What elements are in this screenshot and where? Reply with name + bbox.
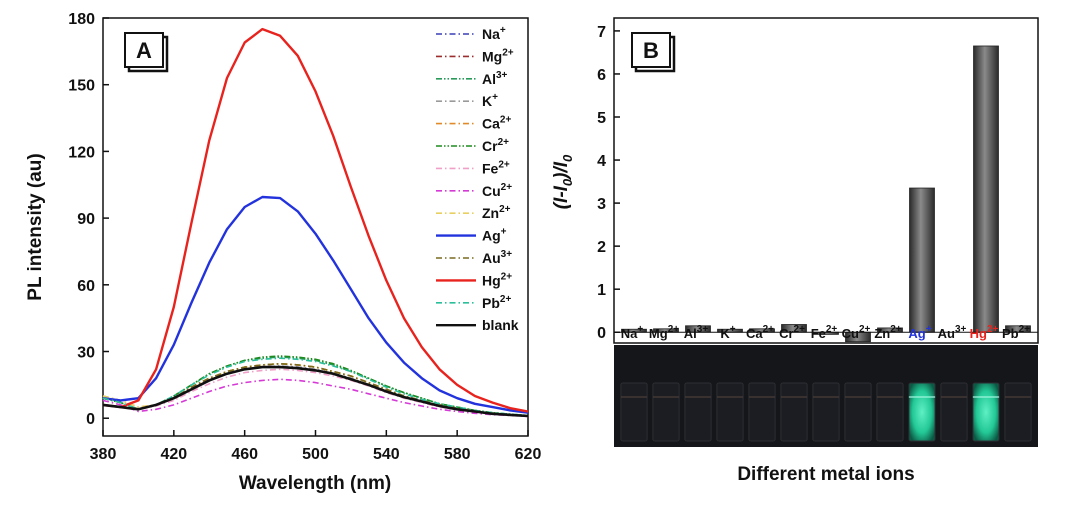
legend-label-blank: blank xyxy=(482,317,519,333)
vial-k xyxy=(716,382,744,442)
panel-a-series-group xyxy=(102,27,529,418)
panel-a-y-tick-label: 0 xyxy=(86,411,95,428)
panel-a-y-tick-label: 90 xyxy=(77,211,95,228)
panel-b-y-tick-label: 5 xyxy=(597,110,606,127)
panel-b-y-axis-label: (I-I0)/I0 xyxy=(551,154,575,209)
panel-b-y-tick-label: 3 xyxy=(597,196,606,213)
legend-label-fe: Fe2+ xyxy=(482,159,510,176)
vial-hg xyxy=(972,382,1000,442)
legend-label-ca: Ca2+ xyxy=(482,115,511,132)
legend-label-ag: Ag+ xyxy=(482,227,507,244)
panel-b-y-tick-label: 4 xyxy=(597,153,606,170)
series-line-hg xyxy=(102,27,529,413)
vial-al xyxy=(684,382,712,442)
panel-a-x-tick-label: 580 xyxy=(444,446,471,463)
category-label-mg: Mg2+ xyxy=(649,324,679,341)
vial-ag xyxy=(908,382,936,442)
category-label-na: Na+ xyxy=(621,324,644,341)
panel-a-x-tick-label: 380 xyxy=(90,446,117,463)
category-label-ag: Ag+ xyxy=(908,324,931,341)
legend-label-al: Al3+ xyxy=(482,70,508,87)
panel-a-y-tick-label: 180 xyxy=(68,11,95,28)
legend-label-au: Au3+ xyxy=(482,249,512,266)
panel-a-label: A xyxy=(136,38,152,63)
panel-a-x-tick-label: 500 xyxy=(302,446,329,463)
series-line-blank xyxy=(102,365,529,418)
vial-fe xyxy=(812,382,840,442)
panel-a-x-tick-label: 620 xyxy=(515,446,542,463)
category-label-au: Au3+ xyxy=(938,324,967,341)
vial-zn xyxy=(876,382,904,442)
panel-a-x-axis-label: Wavelength (nm) xyxy=(239,473,391,494)
legend-label-hg: Hg2+ xyxy=(482,271,512,288)
legend-label-na: Na+ xyxy=(482,25,506,42)
legend-label-zn: Zn2+ xyxy=(482,204,511,221)
panel-b-category-labels: Na+ Mg2+ Al3+ K+ Ca2+ Cr2+ Fe2+ Cu2+ Zn2+ Ag+ Au3+… xyxy=(621,324,1030,341)
vial-ca xyxy=(748,382,776,442)
panel-a-legend: Na+ Mg2+ Al3+ K+ Ca2+ Cr2+ Fe2+ Cu2+ Zn2+ Ag+ Au3+… xyxy=(436,25,519,333)
panel-a-y-tick-label: 150 xyxy=(68,78,95,95)
vial-cr xyxy=(780,382,808,442)
series-line-pb xyxy=(102,357,529,417)
panel-a-x-tick-label: 460 xyxy=(231,446,258,463)
category-label-zn: Zn2+ xyxy=(874,324,901,341)
legend-label-mg: Mg2+ xyxy=(482,47,514,64)
panel-b-x-axis-label: Different metal ions xyxy=(737,464,914,485)
panel-a-y-axis-label: PL intensity (au) xyxy=(25,153,46,300)
vials-photo xyxy=(614,345,1038,447)
category-label-pb: Pb2+ xyxy=(1002,324,1030,341)
panel-b-y-tick-label: 7 xyxy=(597,24,606,41)
panel-a-x-tick-label: 540 xyxy=(373,446,400,463)
panel-a-label-box: A xyxy=(124,32,169,73)
vial-pb xyxy=(1004,382,1032,442)
panel-b-bar-chart: 0 1 2 3 4 5 6 7 Na+ Mg2+ Al3+ K+ Ca2+ Cr2+ Fe2+ Cu2+ Zn… xyxy=(551,17,1039,485)
vial-au xyxy=(940,382,968,442)
legend-label-cu: Cu2+ xyxy=(482,182,512,199)
panel-a-y-tick-label: 30 xyxy=(77,345,95,362)
series-line-ag xyxy=(102,195,529,414)
category-label-ca: Ca2+ xyxy=(746,324,774,341)
vial-na xyxy=(620,382,648,442)
category-label-cr: Cr2+ xyxy=(779,324,805,341)
category-label-cu: Cu2+ xyxy=(842,324,871,341)
panel-a-y-tick-label: 60 xyxy=(77,278,95,295)
category-label-fe: Fe2+ xyxy=(811,324,838,341)
legend-label-pb: Pb2+ xyxy=(482,294,511,311)
panel-b-label-box: B xyxy=(631,32,676,73)
panel-a-x-tick-label: 420 xyxy=(160,446,187,463)
panel-a-plot-frame xyxy=(102,17,529,437)
panel-b-plot-frame xyxy=(613,17,1039,344)
legend-label-cr: Cr2+ xyxy=(482,137,509,154)
panel-b-y-tick-label: 2 xyxy=(597,239,606,256)
category-label-al: Al3+ xyxy=(684,324,709,341)
series-line-cu xyxy=(102,378,529,418)
category-label-hg: Hg2+ xyxy=(970,324,999,341)
vial-mg xyxy=(652,382,680,442)
panel-b-label: B xyxy=(643,38,659,63)
panel-a-line-chart: 380 420 460 500 540 580 620 0 30 60 90 120 150 180 N… xyxy=(25,11,541,494)
legend-label-k: K+ xyxy=(482,92,498,109)
category-label-k: K+ xyxy=(720,324,735,341)
panel-b-y-tick-label: 1 xyxy=(597,282,606,299)
panel-a-y-tick-label: 120 xyxy=(68,144,95,161)
bar-hg xyxy=(973,45,999,333)
bar-ag xyxy=(909,187,935,333)
panel-b-y-tick-label: 0 xyxy=(597,325,606,342)
vial-cu xyxy=(844,382,872,442)
panel-b-y-tick-label: 6 xyxy=(597,67,606,84)
panel-b-bars xyxy=(621,45,1031,343)
